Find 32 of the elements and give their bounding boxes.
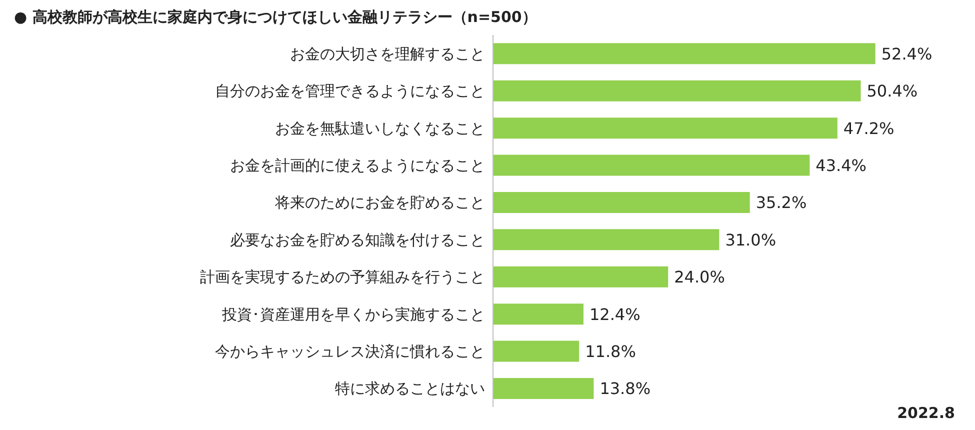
bar bbox=[493, 154, 810, 176]
data-label: 24.0% bbox=[674, 268, 725, 287]
data-label: 35.2% bbox=[756, 193, 807, 212]
y-tick-label: 必要なお金を貯める知識を付けること bbox=[230, 230, 485, 249]
data-label: 11.8% bbox=[585, 342, 636, 361]
bar bbox=[493, 43, 876, 64]
y-tick-label: 将来のためにお金を貯めること bbox=[274, 194, 485, 212]
data-label: 31.0% bbox=[725, 230, 776, 250]
bar bbox=[493, 378, 594, 399]
y-tick-label: お金を無駄遣いしなくなること bbox=[275, 119, 485, 138]
data-label: 50.4% bbox=[866, 82, 918, 101]
bar bbox=[493, 229, 720, 250]
y-tick-label: お金の大切さを理解すること bbox=[290, 44, 485, 63]
text: ● 高校教師が高校生に家庭内で身につけてほしい金融リテラシー（n=500） bbox=[13, 8, 538, 28]
y-tick-label: 投資･資産運用を早くから実施すること bbox=[221, 305, 485, 324]
y-tick-label: 自分のお金を管理できるようになること bbox=[215, 82, 485, 100]
bar bbox=[493, 192, 750, 213]
data-label: 43.4% bbox=[816, 156, 867, 175]
bar bbox=[493, 266, 668, 288]
bar bbox=[493, 340, 580, 362]
data-label: 13.8% bbox=[600, 379, 651, 398]
y-tick-label: 今からキャッシュレス決済に慣れること bbox=[215, 342, 485, 361]
bar bbox=[493, 80, 861, 102]
data-label: 52.4% bbox=[881, 44, 932, 64]
data-label: 12.4% bbox=[589, 304, 640, 324]
y-tick-label: 特に求めることはない bbox=[335, 380, 485, 398]
data-label: 47.2% bbox=[843, 118, 894, 138]
y-tick-label: お金を計画的に使えるようになること bbox=[230, 156, 485, 175]
text: 2022.8 bbox=[897, 404, 955, 422]
bar bbox=[493, 118, 838, 139]
y-tick-label: 計画を実現するための予算組みを行うこと bbox=[200, 268, 485, 286]
bar bbox=[493, 304, 584, 325]
